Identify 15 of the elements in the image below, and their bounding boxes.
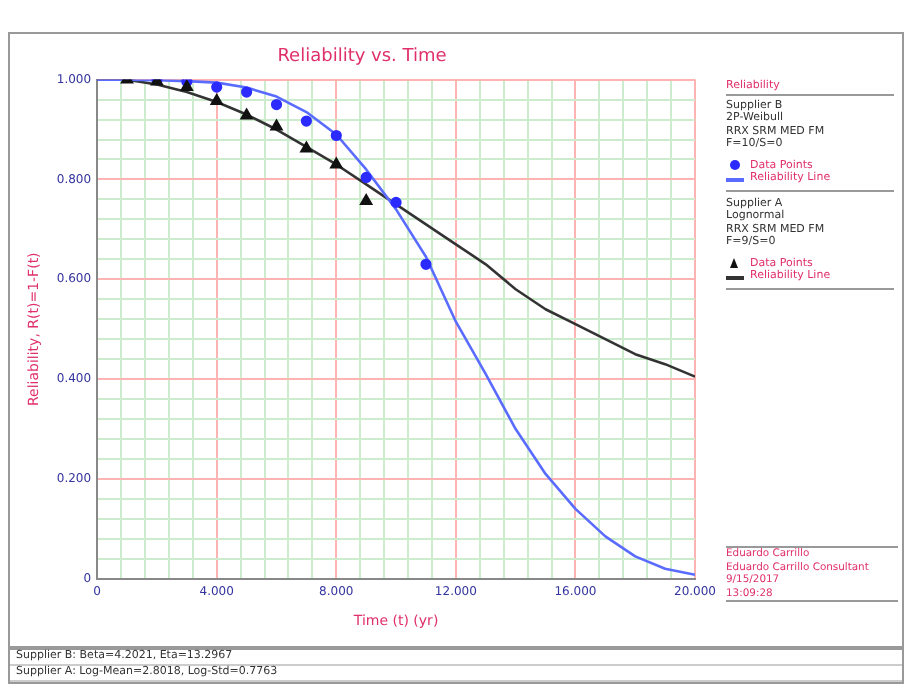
point [270,98,283,111]
point [270,119,283,131]
point [300,141,313,153]
point [359,193,373,205]
chart-title: Reliability vs. Time [277,47,448,68]
point [330,129,342,142]
point [420,258,432,270]
point [240,108,253,120]
point [211,81,223,93]
point [360,171,372,184]
point [210,94,223,106]
point [330,157,343,169]
point [390,196,402,208]
point [241,86,253,98]
point [300,115,312,127]
